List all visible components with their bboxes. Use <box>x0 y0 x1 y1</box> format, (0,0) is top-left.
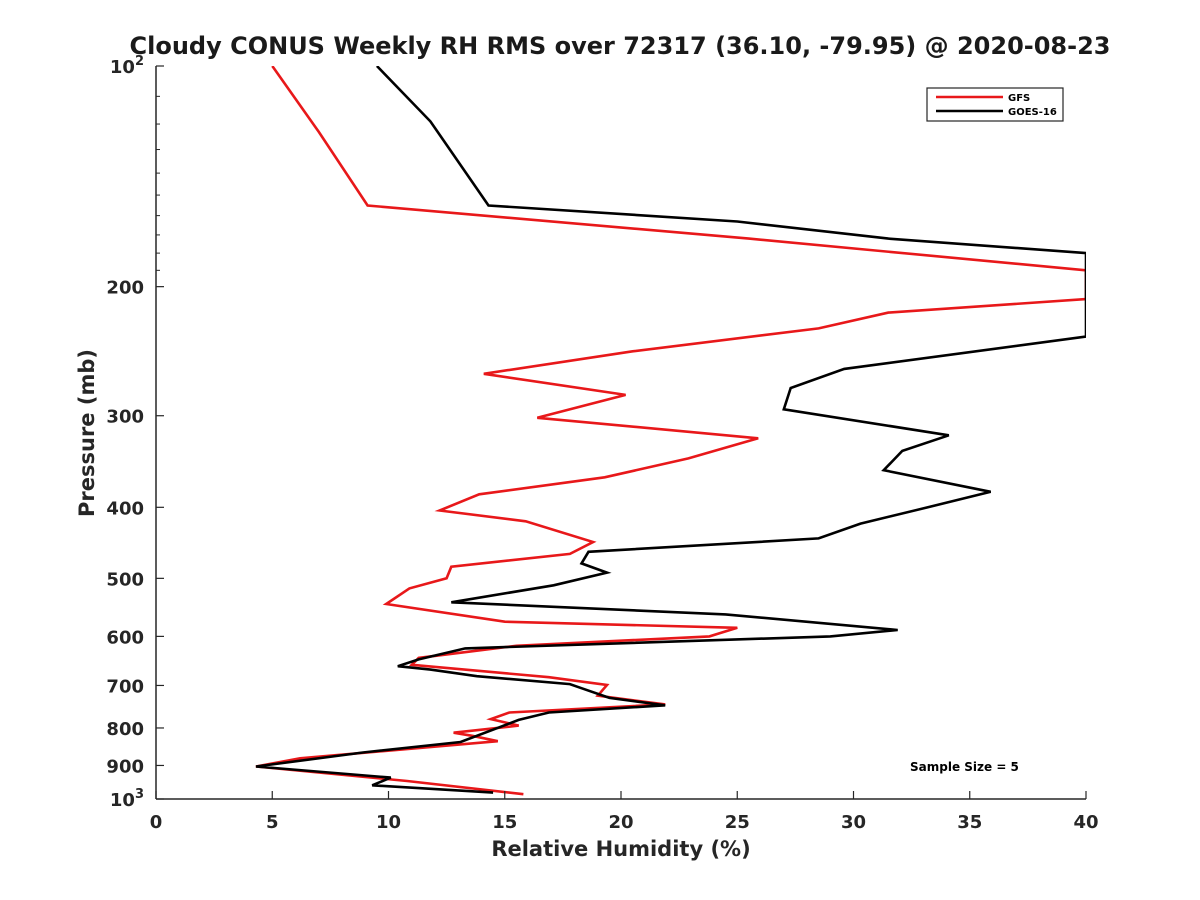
y-tick-label: 600 <box>106 627 144 648</box>
y-tick-label: 300 <box>106 407 144 428</box>
x-tick-label: 5 <box>266 812 279 833</box>
plot-area: 0 5 10 15 20 25 30 35 40 102 200 300 400 500 600 700 80… <box>106 54 1098 833</box>
y-tick-label: 800 <box>106 719 144 740</box>
legend-label: GOES-16 <box>1008 107 1057 118</box>
y-tick-label: 900 <box>106 756 144 777</box>
y-tick-label: 700 <box>106 676 144 697</box>
x-tick-label: 35 <box>957 812 982 833</box>
series-group <box>255 66 1086 796</box>
x-axis-label: Relative Humidity (%) <box>491 837 750 861</box>
x-tick-label: 20 <box>608 812 633 833</box>
y-axis-label: Pressure (mb) <box>75 349 99 517</box>
legend: GFS GOES-16 <box>926 87 1064 122</box>
y-tick-label: 200 <box>106 278 144 299</box>
legend-box <box>926 87 1064 122</box>
y-tick-label: 400 <box>106 498 144 519</box>
x-tick-label: 25 <box>725 812 750 833</box>
y-tick-label: 500 <box>106 569 144 590</box>
chart-title: Cloudy CONUS Weekly RH RMS over 72317 (3… <box>130 32 1111 60</box>
x-tick-label: 40 <box>1073 812 1098 833</box>
x-tick-label: 10 <box>376 812 401 833</box>
legend-label: GFS <box>1008 93 1030 104</box>
x-tick-label: 15 <box>492 812 517 833</box>
series-line-goes-16 <box>255 66 1086 794</box>
x-tick-label: 30 <box>841 812 866 833</box>
y-tick-label: 102 <box>110 54 144 78</box>
sample-size-annotation: Sample Size = 5 <box>910 760 1019 774</box>
x-tick-label: 0 <box>150 812 163 833</box>
series-line-gfs <box>255 66 1086 796</box>
x-ticks: 0 5 10 15 20 25 30 35 40 <box>150 791 1099 833</box>
